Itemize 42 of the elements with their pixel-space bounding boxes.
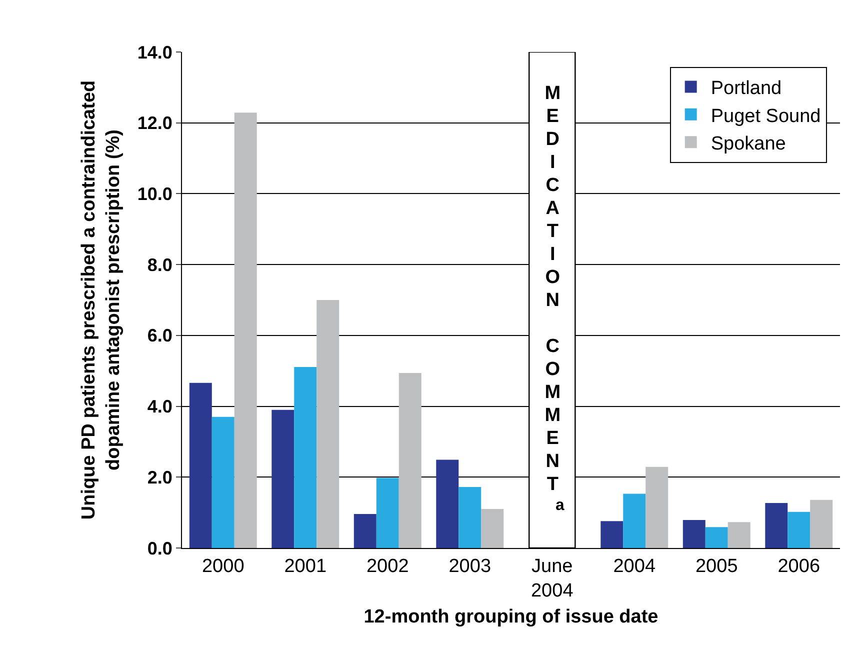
x-tick-label: 2002 xyxy=(366,556,409,577)
x-tick-label: 2000 xyxy=(202,556,244,577)
x-tick-label: 2006 xyxy=(778,556,820,577)
x-tick-label: 2004 xyxy=(613,556,656,577)
bar xyxy=(458,487,482,548)
bar xyxy=(212,416,234,548)
y-tick-label: 8.0 xyxy=(147,254,172,275)
bar xyxy=(623,494,646,548)
bar xyxy=(316,300,340,548)
y-tick-label: 0.0 xyxy=(147,538,172,558)
x-axis-title: 12-month grouping of issue date xyxy=(364,606,658,628)
y-axis-title: Unique PD patients prescribed a contraindicated dopamine antagonist prescription (%) xyxy=(78,80,124,520)
bar xyxy=(810,500,833,548)
bar xyxy=(376,478,399,548)
bar xyxy=(788,512,810,548)
x-tick-label: June 2004 xyxy=(530,556,574,602)
bar xyxy=(682,520,706,548)
bar xyxy=(398,372,422,548)
bar xyxy=(189,382,212,548)
y-tick-label: 2.0 xyxy=(147,467,172,488)
bar xyxy=(436,460,459,548)
y-tick-label: 4.0 xyxy=(147,396,172,417)
legend-label: Portland xyxy=(710,78,782,100)
bar xyxy=(294,366,317,548)
x-tick-label: 2005 xyxy=(695,556,738,577)
bar xyxy=(646,466,668,548)
bar xyxy=(234,112,257,548)
legend-label: Puget Sound xyxy=(710,106,821,127)
bar xyxy=(354,514,376,548)
bar xyxy=(728,522,750,548)
x-tick-label: 2003 xyxy=(448,556,492,577)
bar xyxy=(600,521,624,548)
legend-label: Spokane xyxy=(710,134,786,155)
bar xyxy=(272,410,294,548)
bar xyxy=(481,509,504,548)
y-tick-label: 6.0 xyxy=(147,326,172,346)
bar xyxy=(765,503,788,548)
bar xyxy=(705,527,728,548)
y-tick-label: 10.0 xyxy=(137,184,172,204)
y-tick-label: 12.0 xyxy=(137,113,172,134)
x-tick-label: 2001 xyxy=(284,556,327,577)
y-tick-label: 14.0 xyxy=(137,42,172,62)
